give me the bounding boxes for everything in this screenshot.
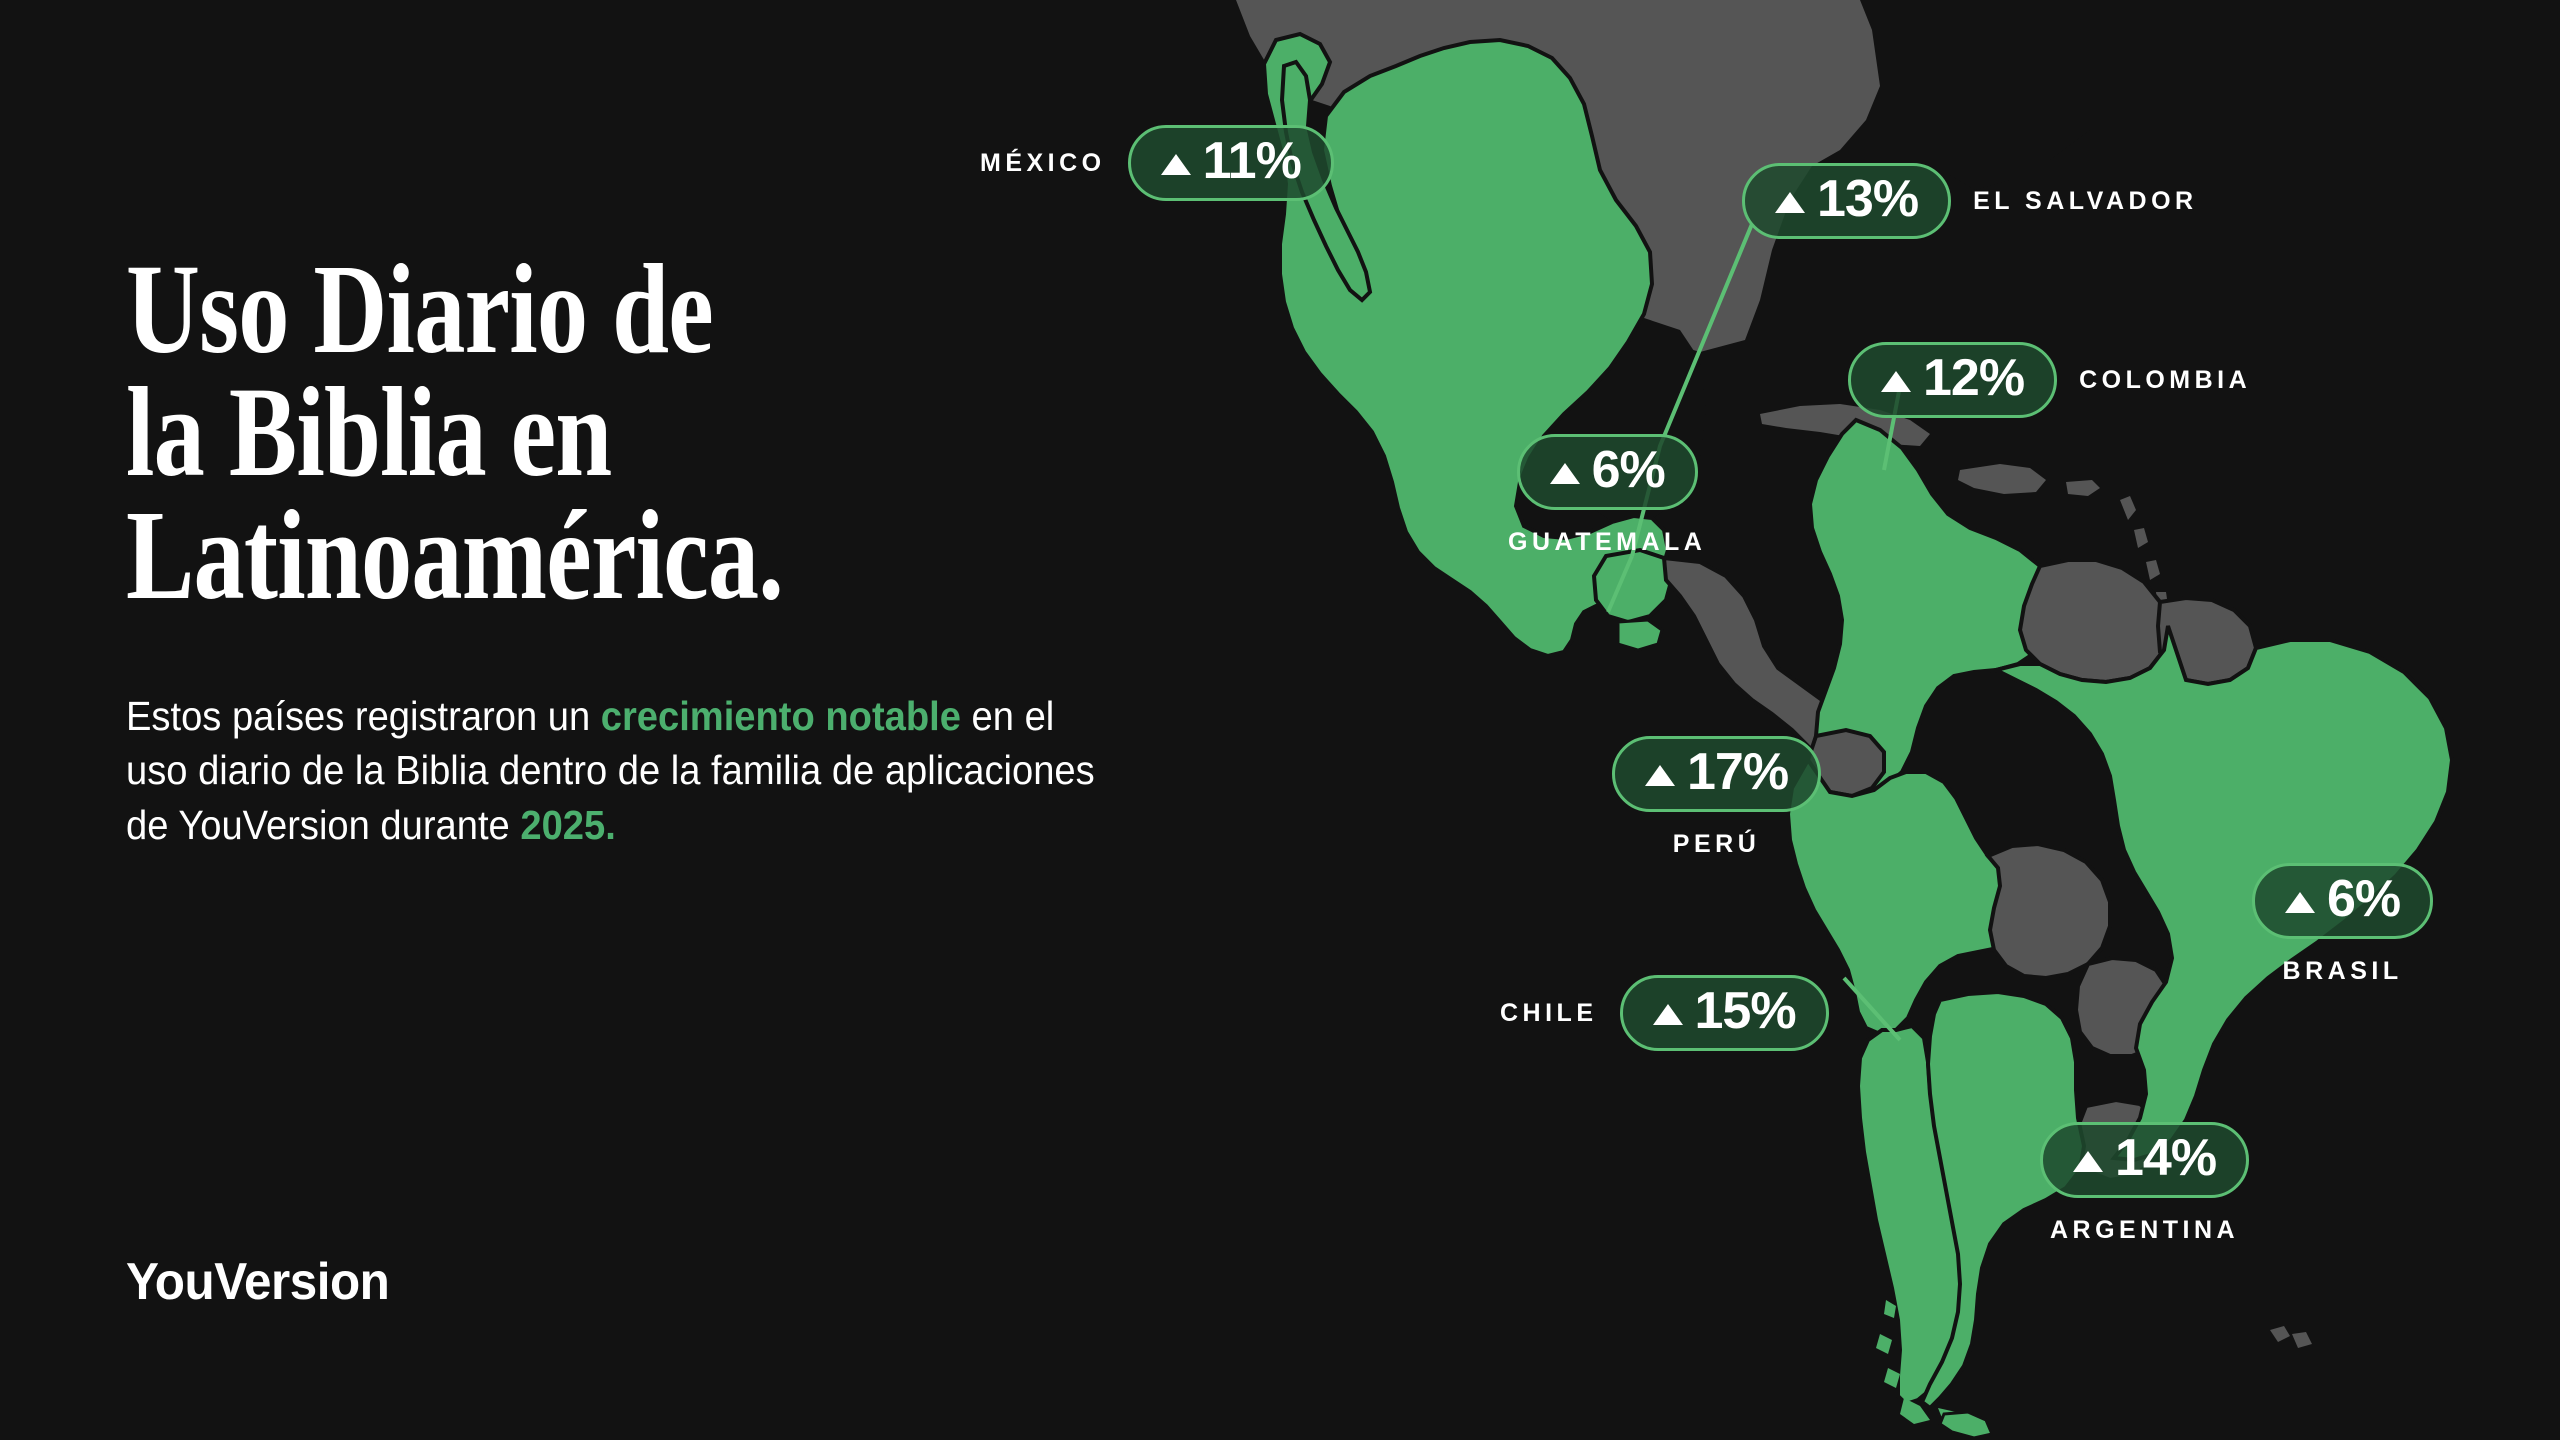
subhead-highlight-2: 2025.	[520, 801, 616, 848]
region-bolivia	[1984, 841, 2112, 981]
arrow-up-icon	[1549, 462, 1580, 484]
callout-colombia[interactable]: 12% COLOMBIA	[1848, 342, 2251, 418]
arrow-up-icon	[1775, 191, 1805, 213]
pill-mexico[interactable]: 11%	[1127, 125, 1334, 201]
arrow-up-icon	[1645, 764, 1675, 786]
subheading: Estos países registraron un crecimiento …	[126, 689, 1103, 853]
arrow-up-icon	[1881, 370, 1911, 392]
region-lesser-antilles	[2120, 496, 2168, 610]
callout-label-guatemala: GUATEMALA	[1508, 528, 1707, 556]
connector-guatemala	[1606, 555, 1634, 613]
text-column: Uso Diario de la Biblia en Latinoamérica…	[126, 238, 1246, 853]
region-guatemala	[1591, 547, 1675, 625]
region-puerto-rico	[2066, 480, 2100, 496]
pill-colombia[interactable]: 12%	[1848, 342, 2058, 418]
callout-chile[interactable]: CHILE 15%	[1500, 975, 1829, 1051]
arrow-up-icon	[1652, 1003, 1683, 1025]
callout-label-peru: PERÚ	[1672, 830, 1761, 858]
subhead-highlight-1: crecimiento notable	[600, 692, 961, 739]
pill-peru[interactable]: 17%	[1612, 736, 1822, 812]
region-argentina	[1919, 989, 2087, 1411]
callout-value-brasil: 6%	[2327, 870, 2401, 928]
callout-value-argentina: 14%	[2115, 1129, 2217, 1187]
callout-label-mexico: MÉXICO	[980, 148, 1106, 177]
arrow-up-icon	[2285, 891, 2315, 913]
subhead-part-1: Estos países registraron un	[126, 692, 601, 739]
callout-value-guatemala: 6%	[1591, 441, 1666, 499]
arrow-up-icon	[2073, 1150, 2103, 1172]
region-north-america-dark	[1900, 0, 2130, 190]
subhead-part-2: en el uso diario de la Biblia dentro de …	[126, 692, 1095, 848]
pill-brasil[interactable]: 6%	[2252, 863, 2434, 939]
callout-el-salvador[interactable]: 13% EL SALVADOR	[1742, 163, 2198, 239]
region-mexico	[1261, 31, 1671, 659]
arrow-up-icon	[1160, 153, 1191, 175]
pill-el-salvador[interactable]: 13%	[1742, 163, 1952, 239]
region-colombia	[1807, 417, 2059, 795]
region-tierra-del-fuego	[1938, 1410, 1995, 1440]
callout-value-mexico: 11%	[1202, 132, 1302, 190]
callout-value-el-salvador: 13%	[1817, 170, 1919, 228]
callout-label-colombia: COLOMBIA	[2079, 365, 2252, 394]
callout-label-argentina: ARGENTINA	[2049, 1216, 2240, 1244]
callout-brasil[interactable]: 6% BRASIL	[2252, 863, 2434, 985]
region-brazil	[1990, 625, 2455, 1163]
page-title: Uso Diario de la Biblia en Latinoamérica…	[126, 238, 784, 626]
region-falklands	[2270, 1326, 2312, 1348]
callout-guatemala[interactable]: 6% GUATEMALA	[1508, 434, 1706, 555]
callout-argentina[interactable]: 14% ARGENTINA	[2040, 1122, 2250, 1244]
region-peru	[1785, 756, 2028, 1037]
callout-label-brasil: BRASIL	[2282, 957, 2403, 985]
callout-label-el-salvador: EL SALVADOR	[1973, 186, 2198, 215]
youversion-logo: YouVersion	[126, 1253, 390, 1311]
callout-label-chile: CHILE	[1500, 998, 1598, 1027]
callout-peru[interactable]: 17% PERÚ	[1612, 736, 1822, 858]
pill-guatemala[interactable]: 6%	[1516, 434, 1698, 510]
region-hispaniola	[1958, 464, 2046, 494]
pill-argentina[interactable]: 14%	[2040, 1122, 2250, 1198]
callout-mexico[interactable]: MÉXICO 11%	[980, 125, 1334, 201]
connector-chile	[1842, 976, 1902, 1042]
callout-value-peru: 17%	[1687, 743, 1789, 801]
region-el-salvador	[1616, 618, 1664, 652]
pill-chile[interactable]: 15%	[1619, 975, 1829, 1051]
callout-value-chile: 15%	[1694, 982, 1797, 1040]
callout-value-colombia: 12%	[1923, 349, 2025, 407]
